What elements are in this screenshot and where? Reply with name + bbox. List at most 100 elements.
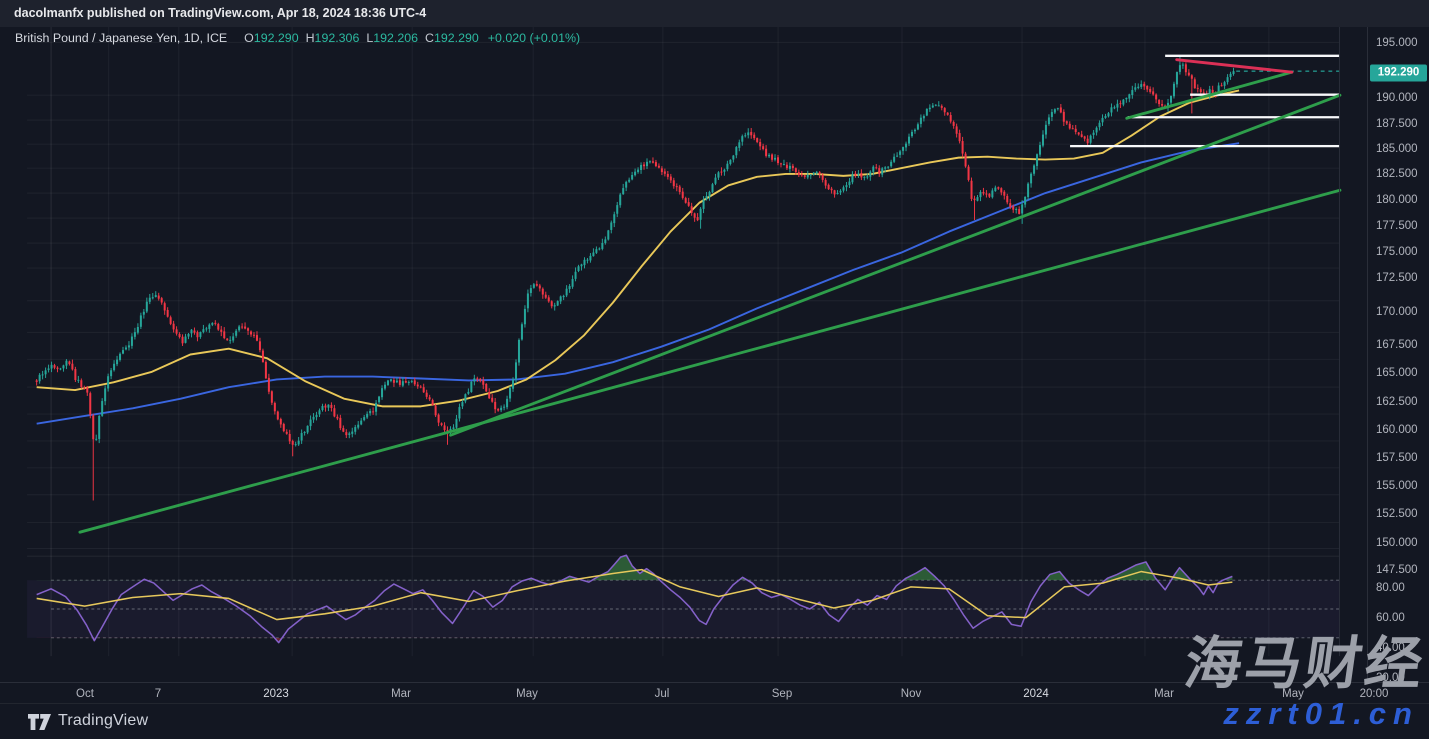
long-term-uptrend-trendline[interactable]: [78, 188, 1342, 534]
time-axis-label: 7: [154, 688, 162, 700]
candle-body: [181, 336, 184, 344]
candle-body: [416, 384, 419, 387]
candle-body: [991, 190, 994, 198]
candle-body: [208, 324, 211, 329]
candle-body: [961, 141, 964, 154]
price-axis-label: 182.500: [1376, 168, 1418, 180]
candle-body: [759, 142, 762, 147]
candle-body: [794, 168, 797, 173]
candle-body: [497, 409, 500, 411]
candle-body: [940, 105, 943, 108]
candle-body: [774, 157, 777, 160]
chart-canvas[interactable]: [0, 27, 1367, 682]
candle-body: [574, 271, 577, 279]
candle-body: [77, 379, 80, 381]
candle-body: [1038, 145, 1042, 155]
candle-body: [1068, 123, 1071, 129]
candle-body: [520, 324, 523, 340]
candle-body: [580, 264, 583, 267]
rsi-ma-line[interactable]: [36, 568, 1233, 621]
price-axis-label: 60.00: [1376, 612, 1405, 624]
candle-body: [184, 336, 187, 343]
ma-blue-line[interactable]: [36, 142, 1240, 425]
candle-body: [101, 401, 104, 416]
candle-body: [1041, 134, 1044, 146]
candle-body: [589, 255, 592, 261]
candle-body: [107, 376, 110, 389]
candle-body: [753, 134, 756, 139]
triangle-support-trendline[interactable]: [1125, 70, 1294, 120]
candle-body: [973, 198, 976, 201]
triangle-resistance-trendline[interactable]: [1175, 58, 1294, 74]
candle-body: [827, 184, 830, 190]
tradingview-logo-icon[interactable]: [27, 713, 52, 731]
candle-body: [1065, 121, 1068, 124]
candle-body: [446, 430, 449, 432]
candle-body: [669, 176, 672, 181]
candle-body: [336, 416, 339, 419]
candlestick-series[interactable]: [35, 55, 1235, 501]
candle-body: [631, 175, 634, 180]
candle-body: [976, 197, 979, 201]
candle-body: [252, 334, 256, 336]
price-axis-label: 190.000: [1376, 92, 1418, 104]
candle-body: [381, 388, 384, 398]
ma-yellow-line[interactable]: [36, 89, 1240, 408]
candle-body: [613, 214, 616, 224]
candle-body: [857, 173, 860, 176]
candle-body: [369, 411, 372, 414]
price-axis-label: 80.00: [1376, 582, 1405, 594]
candle-body: [395, 380, 398, 383]
candle-body: [592, 252, 595, 257]
price-axis-label: 40.00: [1376, 642, 1405, 654]
candle-body: [824, 179, 827, 186]
watermark-cjk-text: 海马财经: [1180, 632, 1429, 696]
attribution-text: dacolmanfx published on TradingView.com,…: [14, 6, 427, 20]
candle-body: [110, 370, 113, 377]
candle-body: [637, 169, 640, 173]
candle-body: [80, 380, 83, 387]
candle-body: [324, 405, 327, 408]
symbol-title: British Pound / Japanese Yen, 1D, ICE: [15, 31, 228, 45]
candle-body: [1059, 107, 1062, 113]
candle-body: [982, 191, 985, 194]
watermark-url-text: zzrt01.cn: [1223, 696, 1419, 731]
mid-term-uptrend-trendline[interactable]: [449, 93, 1342, 437]
candle-body: [339, 417, 342, 429]
candle-body: [333, 408, 336, 417]
ohlc-value-l: 192.206: [373, 31, 419, 45]
candle-body: [887, 166, 890, 168]
symbol-legend[interactable]: British Pound / Japanese Yen, 1D, ICE O19…: [15, 31, 580, 45]
candle-body: [720, 171, 723, 173]
candle-body: [238, 326, 241, 331]
candle-body: [220, 329, 223, 332]
time-axis-label: 2023: [263, 688, 289, 700]
time-axis-label: Sep: [771, 688, 793, 700]
time-axis-label: Oct: [76, 688, 94, 700]
time-axis[interactable]: Oct 7 2023 Mar May Jul Sep Nov 2024 Mar May 20:00: [0, 682, 1429, 704]
rsi-indicator-pane: [27, 554, 1340, 644]
price-axis-label: 155.000: [1376, 480, 1418, 492]
candle-body: [413, 380, 416, 385]
candle-body: [366, 413, 369, 418]
price-axis[interactable]: 195.000 190.000 187.500 185.000 182.500 180.0…: [1367, 27, 1429, 684]
candle-body: [1158, 100, 1161, 105]
time-axis-label: May: [516, 688, 538, 700]
candle-body: [702, 199, 705, 209]
candle-body: [839, 190, 842, 193]
candle-body: [297, 440, 300, 445]
candle-body: [148, 297, 151, 302]
candle-body: [943, 108, 946, 113]
candle-body: [785, 164, 788, 169]
tradingview-brand-text[interactable]: TradingView: [58, 712, 149, 729]
candle-body: [264, 361, 267, 379]
candle-body: [327, 404, 330, 408]
price-axis-label: 170.000: [1376, 306, 1418, 318]
candle-body: [1110, 107, 1113, 113]
candle-body: [35, 380, 38, 382]
candle-body: [488, 392, 491, 399]
candle-body: [800, 174, 803, 176]
candle-body: [833, 190, 836, 195]
candle-body: [389, 379, 392, 381]
candle-body: [202, 329, 205, 333]
